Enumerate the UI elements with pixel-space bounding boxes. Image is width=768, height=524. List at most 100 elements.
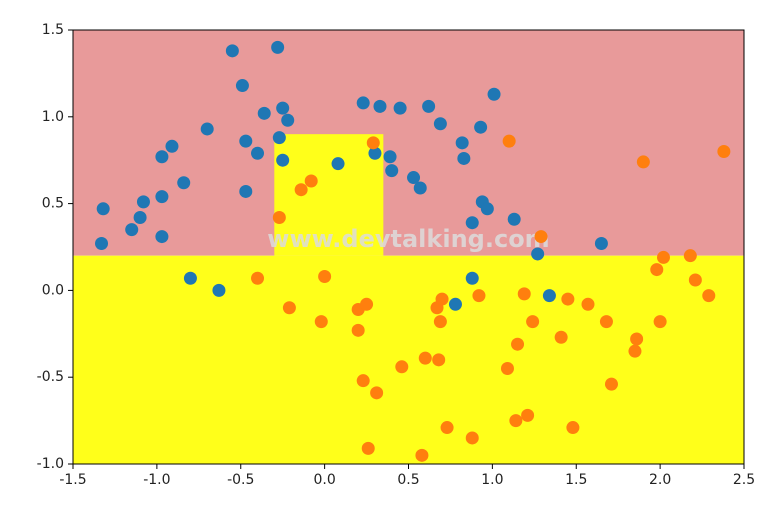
scatter-point [422,99,436,113]
scatter-point [276,153,290,167]
y-tick-label: 1.0 [42,109,64,125]
scatter-point [272,210,286,224]
x-tick-label: -0.5 [227,472,254,488]
scatter-point [440,421,454,435]
scatter-point [304,174,318,188]
x-tick-label: 2.0 [649,472,671,488]
scatter-point [385,164,399,178]
scatter-point [165,139,179,153]
scatter-point [95,237,109,251]
scatter-point [457,151,471,165]
scatter-point [702,289,716,303]
scatter-point [465,271,479,285]
scatter-point [502,134,516,148]
scatter-point [581,297,595,311]
scatter-point [351,323,365,337]
scatter-point [480,202,494,216]
scatter-point [294,183,308,197]
x-tick-label: 1.0 [481,472,503,488]
scatter-point [435,292,449,306]
scatter-point [418,351,432,365]
x-tick-label: -1.5 [59,472,86,488]
scatter-point [415,448,429,462]
scatter-point [407,171,421,185]
scatter-point [373,99,387,113]
scatter-point [272,131,286,145]
scatter-point [636,155,650,169]
scatter-point [239,184,253,198]
scatter-point [251,146,265,160]
scatter-point [356,374,370,388]
decision-region [73,30,744,256]
scatter-point [433,315,447,329]
scatter-point [683,249,697,263]
scatter-point [448,297,462,311]
x-tick-label: 0.5 [397,472,419,488]
scatter-point [276,101,290,115]
scatter-point [133,210,147,224]
scatter-point [257,106,271,120]
scatter-point [465,216,479,230]
scatter-point [604,377,618,391]
scatter-point [281,113,295,127]
scatter-point [507,212,521,226]
scatter-point [517,287,531,301]
scatter-point [413,181,427,195]
scatter-point [361,441,375,455]
y-tick-label: -1.0 [37,456,64,472]
scatter-point [455,136,469,150]
scatter-point [509,414,523,428]
y-tick-label: 1.5 [42,22,64,38]
scatter-point [183,271,197,285]
x-tick-label: 2.5 [733,472,755,488]
scatter-point [688,273,702,287]
scatter-point [656,250,670,264]
scatter-point [212,283,226,297]
scatter-point [368,146,382,160]
scatter-point [331,157,345,171]
scatter-point [155,190,169,204]
scatter-point [356,96,370,110]
scatter-point [177,176,191,190]
scatter-point [318,270,332,284]
scatter-point [465,431,479,445]
scatter-point [521,408,535,422]
x-tick-label: 0.0 [313,472,335,488]
scatter-point [370,386,384,400]
y-tick-label: 0.0 [42,282,64,298]
scatter-point [360,297,374,311]
scatter-point [393,101,407,115]
scatter-point [542,289,556,303]
scatter-point [650,263,664,277]
scatter-point [534,230,548,244]
scatter-point [531,247,545,261]
scatter-point [717,145,731,159]
scatter-point [282,301,296,315]
y-tick-label: 0.5 [42,196,64,212]
scatter-point [561,292,575,306]
scatter-point [630,332,644,346]
scatter-point [554,330,568,344]
decision-region [73,255,744,464]
scatter-point [96,202,110,216]
scatter-point [239,134,253,148]
scatter-point [500,362,514,376]
scatter-point [200,122,214,136]
scatter-point [155,150,169,164]
scatter-point [511,337,525,351]
watermark: www.devtalking.com [267,225,549,253]
scatter-point [225,44,239,58]
scatter-point [395,360,409,374]
scatter-point [235,79,249,93]
scatter-point [566,421,580,435]
scatter-point [599,315,613,329]
scatter-point [383,150,397,164]
scatter-point [155,230,169,244]
scatter-point [432,353,446,367]
scatter-point [125,223,139,237]
scatter-point [653,315,667,329]
scatter-point [433,117,447,131]
scatter-point [594,237,608,251]
scatter-point [472,289,486,303]
